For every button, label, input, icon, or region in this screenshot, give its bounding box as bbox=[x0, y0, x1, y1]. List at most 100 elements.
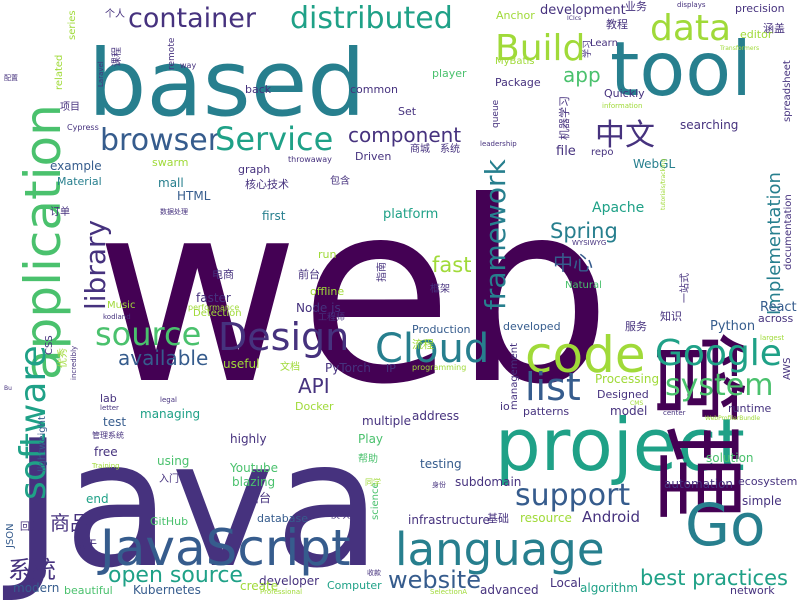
cloud-word: source bbox=[95, 315, 201, 353]
cloud-word: Apache bbox=[592, 200, 644, 216]
cloud-word: patterns bbox=[523, 405, 569, 418]
cloud-word: 指南 bbox=[375, 262, 388, 282]
cloud-word: lab bbox=[100, 392, 117, 405]
cloud-word: Production bbox=[412, 323, 471, 336]
cloud-word: framework bbox=[479, 158, 512, 310]
cloud-word: browser bbox=[100, 123, 221, 158]
cloud-word: Design bbox=[218, 315, 349, 359]
cloud-word: 文档 bbox=[280, 360, 300, 373]
cloud-word: subdomain bbox=[455, 475, 521, 489]
cloud-word: SelectionA bbox=[430, 588, 467, 596]
cloud-word: model bbox=[610, 404, 647, 418]
cloud-word: back bbox=[245, 83, 272, 96]
cloud-word: web bbox=[95, 148, 612, 439]
cloud-word: 知识 bbox=[660, 309, 682, 323]
cloud-word: WYSIWYG bbox=[572, 239, 606, 247]
cloud-word: Spring bbox=[550, 219, 618, 243]
cloud-word: Go bbox=[685, 491, 765, 559]
cloud-word: multiple bbox=[362, 414, 411, 428]
cloud-word: tool bbox=[610, 25, 752, 113]
cloud-word: 系统 bbox=[8, 556, 56, 584]
cloud-word: container bbox=[128, 3, 257, 34]
cloud-word: Laravel bbox=[97, 61, 105, 87]
cloud-word: algorithm bbox=[580, 581, 638, 595]
cloud-word: 框架 bbox=[430, 282, 450, 295]
cloud-word: open source bbox=[108, 563, 243, 588]
cloud-word: resource bbox=[520, 511, 572, 525]
cloud-word: Cloud bbox=[375, 326, 489, 372]
cloud-word: AWS bbox=[782, 357, 793, 380]
cloud-word: 包含 bbox=[330, 174, 350, 187]
cloud-word: precision bbox=[735, 2, 785, 15]
cloud-word: Transformers bbox=[719, 45, 759, 52]
cloud-word: Music bbox=[107, 300, 135, 311]
cloud-word: documentation bbox=[783, 194, 794, 270]
cloud-word: 机器学习 bbox=[557, 96, 571, 140]
cloud-word: Node js bbox=[296, 301, 341, 315]
cloud-word: queue bbox=[491, 99, 501, 128]
cloud-word: 后台 bbox=[247, 490, 271, 505]
cloud-word: related bbox=[54, 55, 65, 90]
cloud-word: Android bbox=[582, 508, 640, 526]
cloud-word: 服务 bbox=[625, 320, 647, 333]
cloud-word: 商品 bbox=[50, 511, 90, 535]
cloud-word: 回归 bbox=[20, 520, 40, 533]
cloud-word: 帮助 bbox=[358, 452, 378, 465]
cloud-word: beautiful bbox=[64, 584, 113, 597]
cloud-word: faster bbox=[196, 291, 231, 305]
cloud-word: Java bbox=[2, 404, 382, 600]
cloud-word: information bbox=[602, 102, 642, 110]
cloud-word: file bbox=[556, 144, 576, 159]
cloud-word: blazing bbox=[232, 475, 275, 489]
cloud-word: 收款 bbox=[367, 568, 381, 577]
cloud-word: letter bbox=[100, 404, 119, 412]
cloud-word: ICIcs bbox=[567, 15, 581, 22]
cloud-word: swarm bbox=[152, 156, 189, 169]
cloud-word: testing bbox=[420, 457, 462, 471]
cloud-word: advanced bbox=[480, 583, 539, 597]
cloud-word: tutorials/tracking bbox=[660, 158, 667, 210]
cloud-word: searching bbox=[680, 118, 738, 132]
cloud-word: CSS bbox=[44, 335, 55, 355]
cloud-word: useful bbox=[223, 357, 259, 371]
cloud-word: modern bbox=[13, 581, 59, 595]
cloud-word: first bbox=[262, 209, 286, 223]
cloud-word: Learn bbox=[590, 38, 618, 49]
cloud-word: WebProfilerBundle bbox=[705, 415, 760, 422]
cloud-word: Training bbox=[91, 462, 120, 470]
cloud-word: 一站式 bbox=[678, 273, 691, 303]
cloud-word: JavaScript bbox=[97, 519, 351, 577]
cloud-word: 模块 bbox=[330, 509, 350, 521]
cloud-word: WebGL bbox=[633, 157, 675, 171]
cloud-word: 项目 bbox=[60, 101, 80, 113]
cloud-word: 管理系统 bbox=[92, 430, 124, 440]
cloud-word: list bbox=[525, 365, 581, 409]
cloud-word: app bbox=[563, 63, 601, 87]
cloud-word: Professional bbox=[260, 588, 302, 596]
cloud-word: test bbox=[103, 415, 126, 429]
cloud-word: programming bbox=[412, 363, 466, 372]
cloud-word: 学习 bbox=[581, 40, 593, 58]
cloud-word: run bbox=[318, 248, 336, 261]
cloud-word: displays bbox=[677, 1, 706, 9]
cloud-word: series bbox=[67, 10, 78, 40]
cloud-word: io bbox=[500, 400, 510, 413]
cloud-word: development bbox=[540, 3, 626, 18]
cloud-word: developed bbox=[503, 320, 561, 333]
cloud-word: 基于 bbox=[75, 538, 97, 551]
cloud-word: simple bbox=[742, 494, 782, 508]
cloud-word: application bbox=[14, 104, 72, 380]
cloud-word: Package bbox=[495, 76, 541, 89]
cloud-word: legal bbox=[160, 396, 177, 404]
cloud-word: 涵盖 bbox=[763, 21, 785, 35]
cloud-word: data bbox=[650, 8, 731, 49]
cloud-word: 优秀 bbox=[56, 348, 69, 368]
cloud-word: infrastructure bbox=[408, 513, 490, 527]
cloud-word: Local bbox=[550, 576, 581, 590]
cloud-word: Play bbox=[358, 432, 383, 446]
cloud-word: 系统 bbox=[440, 142, 460, 155]
cloud-word: center bbox=[663, 409, 686, 417]
cloud-word: Kubernetes bbox=[133, 583, 201, 597]
cloud-word: CMS bbox=[630, 400, 643, 407]
